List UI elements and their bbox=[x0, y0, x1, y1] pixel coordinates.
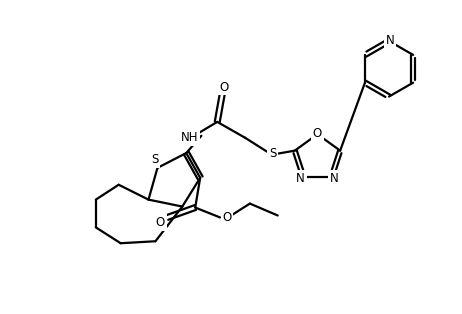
Text: N: N bbox=[386, 34, 395, 46]
Text: O: O bbox=[222, 211, 231, 224]
Text: S: S bbox=[151, 154, 158, 166]
Text: N: N bbox=[330, 172, 339, 185]
Text: NH: NH bbox=[181, 131, 198, 144]
Text: S: S bbox=[269, 147, 277, 160]
Text: O: O bbox=[219, 81, 229, 94]
Text: O: O bbox=[313, 127, 322, 140]
Text: O: O bbox=[156, 216, 165, 229]
Text: N: N bbox=[296, 172, 305, 185]
